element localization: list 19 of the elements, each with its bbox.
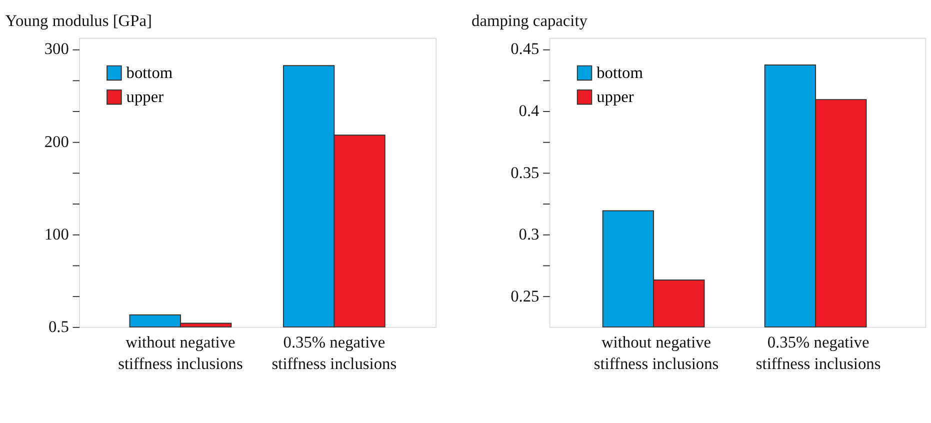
x-tick-label: without negative stiffness inclusions — [594, 332, 719, 373]
y-tick-label: 100 — [44, 224, 69, 244]
x-tick-label: 0.35% negative stiffness inclusions — [272, 332, 397, 373]
x-tick-label: without negative stiffness inclusions — [118, 332, 243, 373]
legend-label: bottom — [596, 62, 644, 82]
y-tick-label: 0.5 — [48, 316, 69, 336]
y-tick-label: 0.35 — [510, 162, 540, 182]
y-tick-label: 300 — [44, 39, 69, 58]
y-tick-label: 0.25 — [510, 286, 540, 306]
y-tick-label: 0.4 — [518, 101, 540, 120]
chart-title: damping capacity — [472, 11, 588, 30]
y-tick-label: 0.3 — [518, 224, 540, 244]
y-tick-label: 0.45 — [510, 39, 540, 58]
y-tick-label: 200 — [44, 132, 69, 151]
legend-label: upper — [126, 86, 164, 106]
x-tick-label: 0.35% negative stiffness inclusions — [756, 332, 881, 373]
chart-title: Young modulus [GPa] — [5, 11, 152, 30]
legend-label: upper — [596, 86, 634, 106]
legend-label: bottom — [126, 62, 173, 82]
